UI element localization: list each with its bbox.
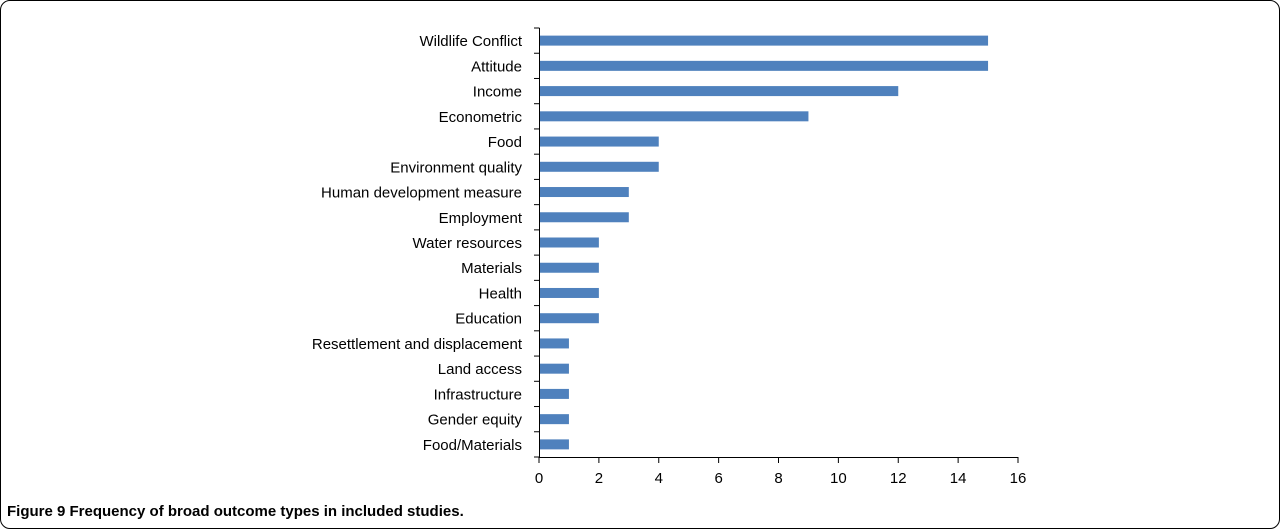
category-label-gender-equity: Gender equity	[428, 412, 523, 429]
bar-materials	[540, 262, 599, 273]
bar-health	[540, 287, 599, 298]
category-label-materials: Materials	[461, 260, 522, 277]
category-label-food: Food	[488, 134, 522, 151]
x-tick-label-8: 8	[774, 470, 782, 487]
category-label-health: Health	[479, 285, 522, 302]
category-label-econometric: Econometric	[439, 109, 523, 126]
category-label-resettlement-and-displacement: Resettlement and displacement	[312, 336, 523, 353]
category-label-infrastructure: Infrastructure	[434, 386, 522, 403]
category-label-land-access: Land access	[438, 361, 522, 378]
bar-chart: Wildlife Conflict Attitude Income Econometr…	[312, 27, 1026, 487]
bar-food	[540, 136, 659, 147]
bar-environment-quality	[540, 161, 659, 172]
category-label-attitude: Attitude	[471, 58, 522, 75]
category-label-employment: Employment	[439, 210, 523, 227]
bar-infrastructure	[540, 388, 569, 399]
x-tick-label-4: 4	[655, 470, 663, 487]
bar-income	[540, 86, 899, 97]
axes-layer	[534, 27, 1019, 463]
category-label-human-development-measure: Human development measure	[321, 185, 522, 202]
bar-education	[540, 313, 599, 324]
bar-land-access	[540, 363, 569, 374]
bar-wildlife-conflict	[540, 35, 989, 46]
x-tick-label-10: 10	[830, 470, 847, 487]
x-tick-label-6: 6	[714, 470, 722, 487]
bar-water-resources	[540, 237, 599, 248]
x-tick-label-14: 14	[950, 470, 967, 487]
category-label-food-materials: Food/Materials	[423, 437, 522, 454]
x-tick-label-2: 2	[595, 470, 603, 487]
x-tick-label-16: 16	[1010, 470, 1027, 487]
category-label-income: Income	[473, 84, 522, 101]
figure-caption: Figure 9 Frequency of broad outcome type…	[7, 503, 464, 520]
bar-attitude	[540, 60, 989, 71]
labels-layer: Wildlife Conflict Attitude Income Econometr…	[312, 33, 1026, 487]
bar-econometric	[540, 111, 809, 122]
bar-resettlement-and-displacement	[540, 338, 569, 349]
bars-layer	[540, 35, 989, 450]
bar-human-development-measure	[540, 187, 629, 198]
bar-employment	[540, 212, 629, 223]
category-label-water-resources: Water resources	[413, 235, 522, 252]
bar-gender-equity	[540, 414, 569, 425]
category-label-environment-quality: Environment quality	[390, 159, 522, 176]
category-label-wildlife-conflict: Wildlife Conflict	[419, 33, 522, 50]
category-label-education: Education	[455, 311, 522, 328]
x-tick-label-12: 12	[890, 470, 907, 487]
bar-food-materials	[540, 439, 569, 450]
x-tick-label-0: 0	[535, 470, 543, 487]
